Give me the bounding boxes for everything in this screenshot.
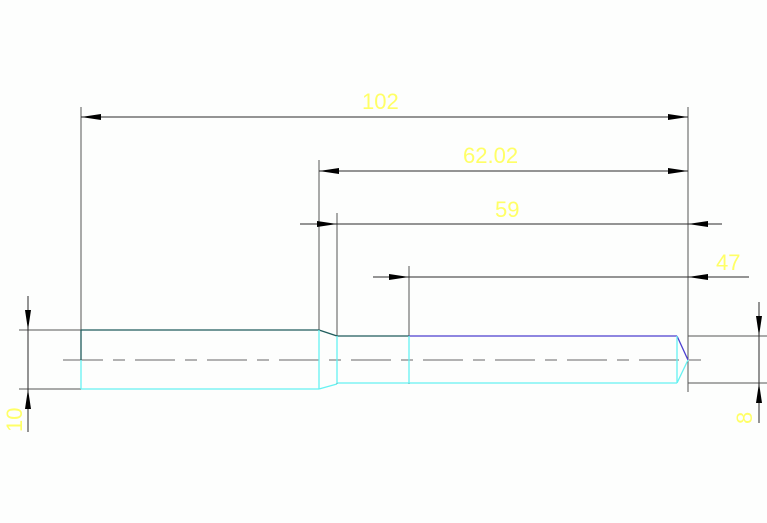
shaft-outline [80, 329, 689, 390]
dimension-102: 102 [81, 89, 688, 120]
dimension-59: 59 [300, 197, 722, 227]
extension-lines [19, 107, 767, 392]
dimension-text-62-02: 62.02 [463, 143, 518, 168]
dimension-text-10: 10 [2, 408, 27, 432]
dimension-47: 47 [373, 250, 749, 280]
dimension-text-102: 102 [362, 89, 399, 114]
dimension-10: 10 [2, 296, 31, 432]
dimension-text-59: 59 [495, 197, 519, 222]
dimension-62-02: 62.02 [319, 143, 688, 174]
dimension-text-47: 47 [716, 250, 740, 275]
dimension-8: 8 [732, 302, 762, 424]
dimension-text-8: 8 [732, 412, 757, 424]
